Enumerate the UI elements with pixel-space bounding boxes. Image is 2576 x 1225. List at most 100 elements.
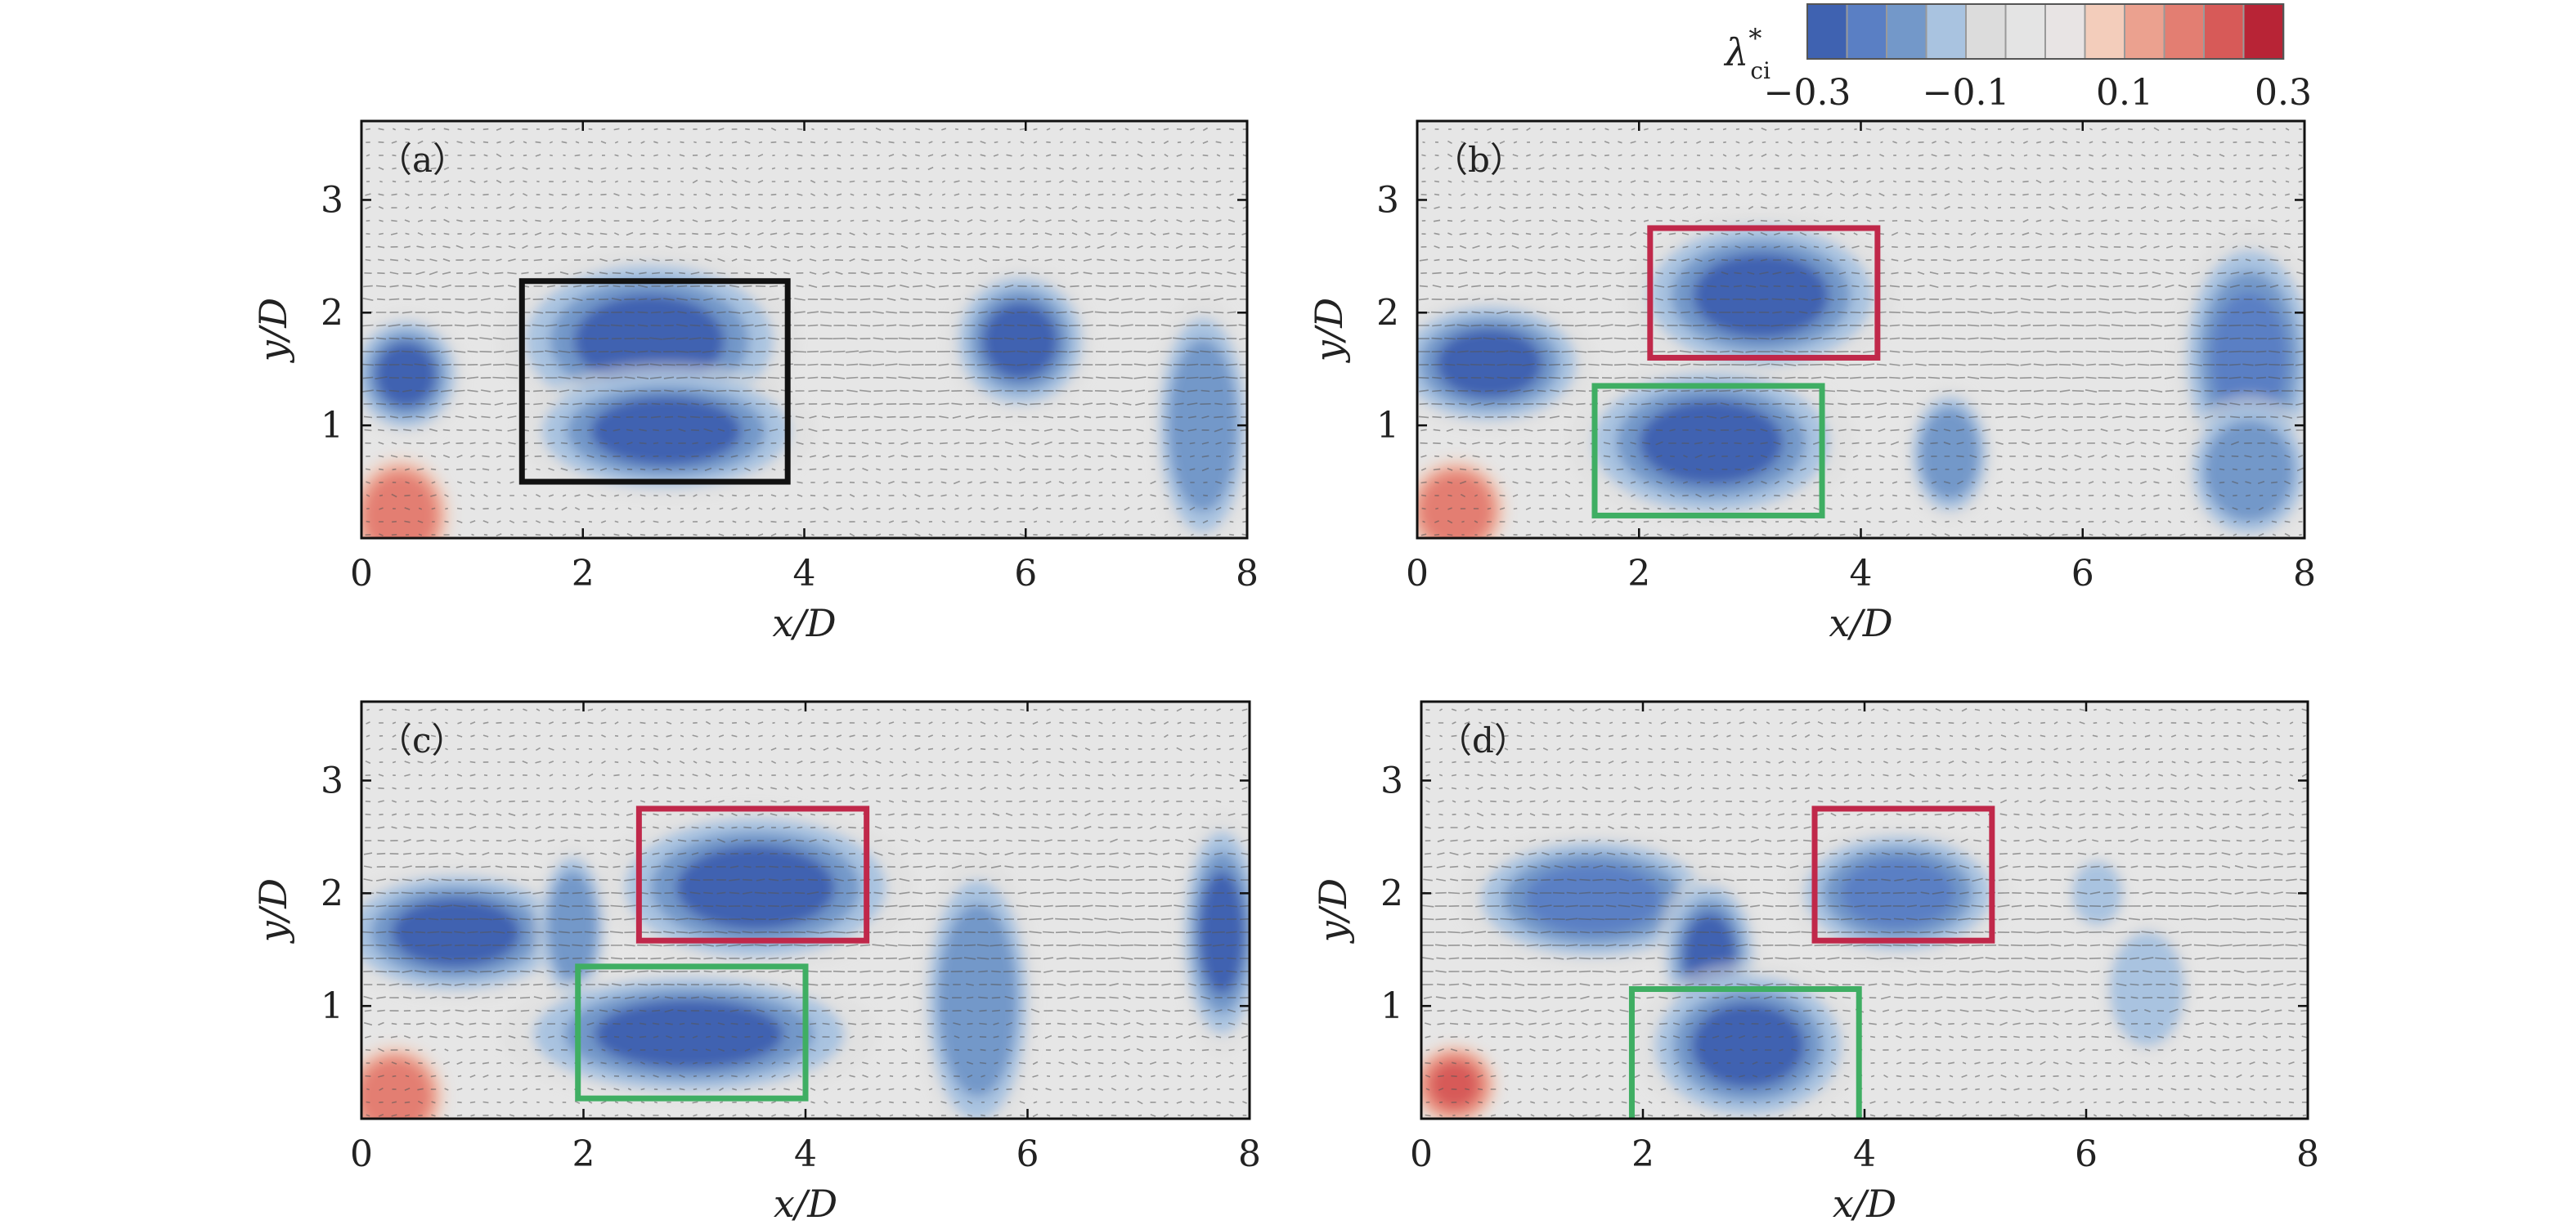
vortex-contour	[598, 309, 701, 372]
colorbar-tick-label: −0.3	[1764, 72, 1851, 114]
vortex-blob	[1417, 294, 1595, 433]
vector-arrows	[361, 707, 1250, 1118]
colorbar-swatch	[2004, 3, 2047, 60]
panel-d: 0 2 4 6 8 1 2 3 x/D y/D （d）	[1311, 700, 2319, 1225]
colorbar-swatch	[1965, 3, 2007, 60]
plot-content	[361, 707, 1250, 1119]
x-tick-label: 0	[350, 1133, 373, 1175]
velocity-vectors	[361, 127, 1247, 537]
panel-b: 0 2 4 6 8 1 2 3 x/D y/D （b）	[1307, 119, 2316, 645]
vortex-layer	[361, 249, 1247, 538]
x-axis-label: x/D	[1833, 1182, 1896, 1225]
x-tick-label: 8	[1238, 1133, 1261, 1175]
vortex-blob	[1636, 962, 1860, 1119]
vortex-contour	[1438, 491, 1474, 528]
x-axis-label: x/D	[772, 601, 836, 645]
vortex-contour	[1709, 1016, 1787, 1075]
vector-arrows	[1421, 707, 2308, 1118]
panel-label: （d）	[1438, 720, 1528, 761]
colorbar-swatch	[1886, 3, 1928, 60]
highlight-box	[1811, 805, 1995, 944]
panel-label: （c）	[378, 720, 466, 761]
colorbar-label: λ* ci	[1723, 23, 1770, 84]
y-axis-label: y/D	[1311, 878, 1355, 944]
y-tick-label: 1	[321, 405, 343, 446]
y-tick-label: 3	[321, 179, 343, 221]
x-tick-label: 8	[2296, 1133, 2319, 1175]
colorbar-tick-label: 0.1	[2096, 72, 2153, 114]
vortex-contour	[2226, 444, 2273, 496]
y-tick-label: 2	[1376, 292, 1399, 334]
vortex-blob	[1417, 456, 1509, 538]
highlight-box	[575, 963, 809, 1102]
vortex-contour	[1453, 339, 1525, 387]
x-tick-label: 4	[1850, 553, 1873, 595]
x-tick-label: 6	[2071, 553, 2094, 595]
colorbar-swatch	[2163, 3, 2206, 60]
x-tick-label: 4	[1853, 1133, 1876, 1175]
highlight-box	[1591, 383, 1825, 518]
vector-arrows	[1417, 127, 2304, 537]
vortex-contour	[2131, 965, 2163, 1013]
y-tick-label: 1	[1376, 405, 1399, 446]
highlight-box	[1628, 985, 1862, 1119]
vortex-contour	[1934, 430, 1965, 478]
x-tick-label: 4	[793, 553, 816, 595]
x-tick-label: 6	[2075, 1133, 2098, 1175]
panel-a: 0 2 4 6 8 1 2 3 x/D y/D （a）	[251, 119, 1259, 645]
y-tick-label: 1	[321, 985, 343, 1027]
colorbar-frame	[1806, 3, 2284, 60]
plot-content	[361, 127, 1247, 538]
vortex-contour	[2223, 313, 2275, 402]
x-tick-label: 2	[572, 1133, 595, 1175]
vortex-contour	[376, 1078, 413, 1115]
highlight-box	[1647, 225, 1881, 361]
y-tick-label: 3	[1376, 179, 1399, 221]
panel-c: 0 2 4 6 8 1 2 3 x/D y/D （c）	[251, 700, 1261, 1225]
vortex-blob	[361, 311, 466, 439]
x-tick-label: 6	[1014, 553, 1037, 595]
vortex-blob	[516, 362, 816, 500]
colorbar-tick-label: −0.1	[1923, 72, 2010, 114]
velocity-vectors	[1417, 127, 2304, 537]
y-axis-label: y/D	[1307, 298, 1351, 363]
x-tick-label: 2	[1631, 1133, 1654, 1175]
x-tick-label: 8	[1236, 553, 1259, 595]
vortex-contour	[382, 495, 419, 536]
colorbar-swatch	[1806, 3, 1848, 60]
panel-label: （a）	[378, 140, 467, 180]
plot-background	[361, 121, 1247, 538]
highlight-box	[518, 278, 791, 485]
y-tick-label: 3	[1380, 760, 1403, 801]
colorbar-swatch	[1925, 3, 1968, 60]
colorbar: λ* ci −0.3 −0.1 0.1 0.3	[1723, 3, 2312, 114]
vortex-contour	[625, 1011, 753, 1058]
y-tick-label: 3	[321, 760, 343, 801]
panel-label: （b）	[1434, 140, 1524, 180]
vortex-blob	[361, 455, 453, 538]
vortex-blob	[945, 264, 1095, 417]
x-tick-label: 0	[1410, 1133, 1433, 1175]
velocity-vectors	[361, 707, 1250, 1118]
x-axis-label: x/D	[1829, 601, 1892, 645]
x-tick-label: 0	[1406, 553, 1429, 595]
vortex-contour	[1715, 267, 1807, 325]
y-tick-label: 2	[321, 292, 343, 334]
x-tick-label: 4	[794, 1133, 817, 1175]
vortex-contour	[994, 315, 1046, 367]
colorbar-ticks: −0.3 −0.1 0.1 0.3	[1764, 72, 2312, 114]
x-tick-label: 0	[350, 553, 373, 595]
vortex-blob	[1905, 384, 1995, 523]
plot-content	[1421, 707, 2308, 1119]
vortex-blob	[2181, 394, 2304, 538]
colorbar-swatch	[2203, 3, 2245, 60]
x-tick-label: 6	[1016, 1133, 1039, 1175]
vortex-contour	[2087, 880, 2108, 907]
panels: 0 2 4 6 8 1 2 3 x/D y/D （a） 0 2 4 6 8 1 2 3 x/D y/D （b） 0 2 4 6 8 1…	[251, 119, 2319, 1225]
y-axis-label: y/D	[251, 298, 295, 363]
colorbar-swatch	[2084, 3, 2126, 60]
x-axis-label: x/D	[774, 1182, 837, 1225]
x-tick-label: 2	[1627, 553, 1650, 595]
colorbar-swatch	[1846, 3, 1888, 60]
